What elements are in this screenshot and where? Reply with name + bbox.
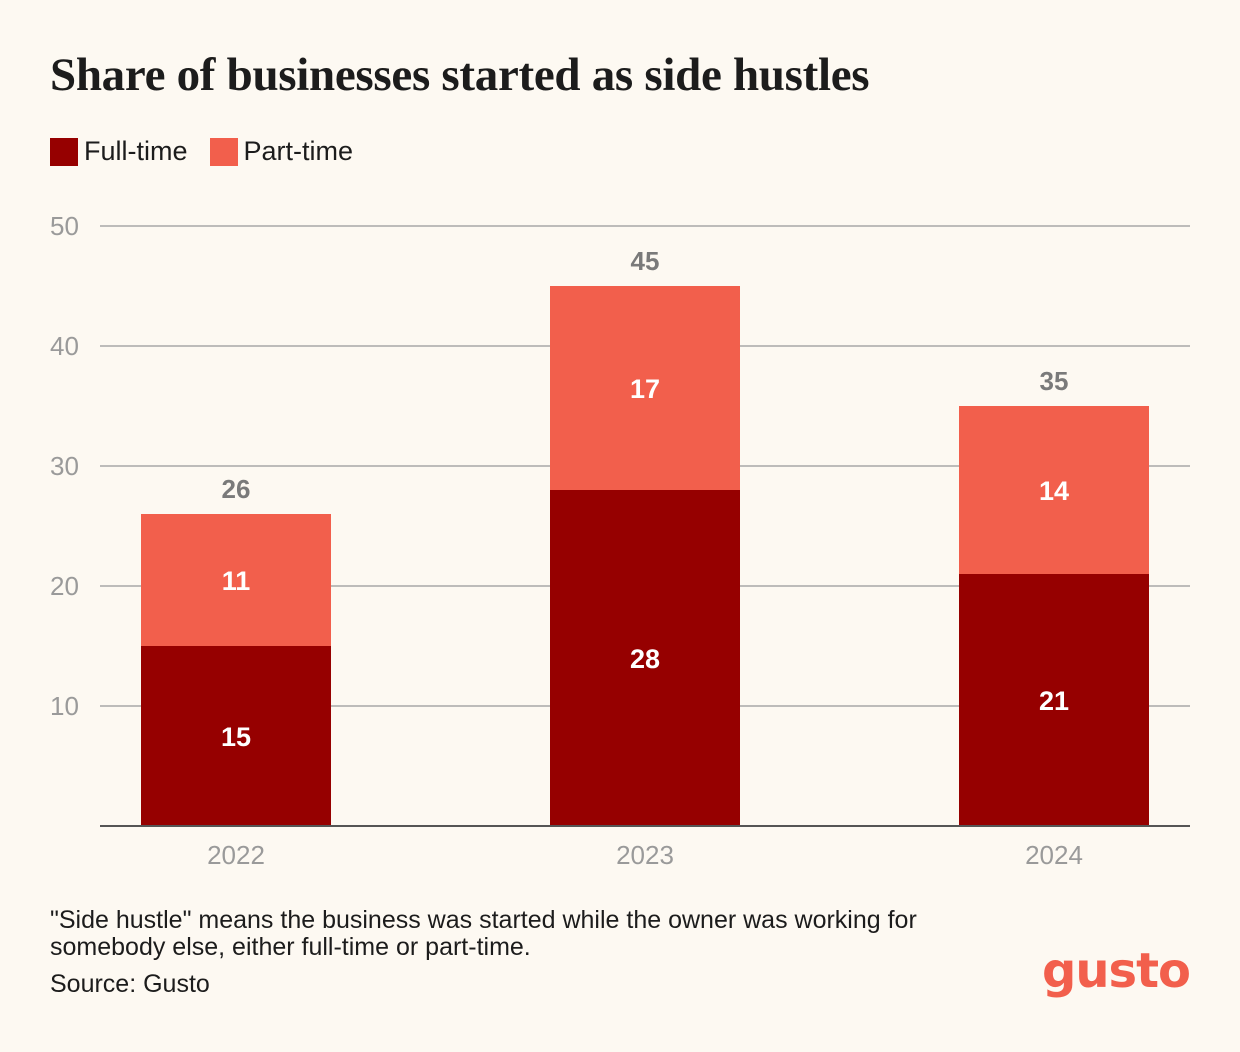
chart-title: Share of businesses started as side hust… [50, 49, 870, 101]
data-label-part-time-2022: 11 [222, 566, 251, 596]
x-tick-label-2023: 2023 [616, 840, 674, 870]
y-tick-label-50: 50 [50, 211, 79, 241]
bar-part-time-2022 [141, 514, 331, 646]
x-tick-label-2022: 2022 [207, 840, 265, 870]
legend-item-part-time: Part-time [209, 136, 354, 167]
legend-item-full-time: Full-time [50, 136, 188, 167]
legend-swatch-part-time [209, 137, 238, 166]
x-tick-label-2024: 2024 [1025, 840, 1083, 870]
y-tick-label-20: 20 [50, 571, 79, 601]
legend-label-full-time: Full-time [84, 136, 188, 166]
bar-full-time-2024 [959, 574, 1149, 826]
y-tick-label-10: 10 [50, 691, 79, 721]
stacked-bar-chart: 10 20 30 40 50 15 11 26 2022 28 17 45 2023 21 14 35 2024 [50, 211, 1190, 870]
bar-full-time-2022 [141, 646, 331, 826]
data-label-part-time-2024: 14 [1039, 476, 1069, 506]
data-label-part-time-2023: 17 [630, 374, 660, 404]
total-label-2024: 35 [1040, 366, 1069, 396]
footnote: "Side hustle" means the business was sta… [50, 906, 917, 961]
legend: Full-time Part-time [50, 136, 375, 167]
y-tick-label-30: 30 [50, 451, 79, 481]
total-label-2022: 26 [222, 474, 251, 504]
total-label-2023: 45 [631, 246, 660, 276]
legend-label-part-time: Part-time [243, 136, 354, 166]
legend-swatch-full-time [50, 137, 78, 166]
data-label-full-time-2022: 15 [221, 722, 251, 752]
bar-part-time-2024 [959, 406, 1149, 574]
gusto-logo: gusto [1041, 943, 1191, 999]
data-label-full-time-2023: 28 [630, 644, 660, 674]
bar-full-time-2023 [550, 490, 740, 826]
source-note: Source: Gusto [50, 970, 210, 998]
data-label-full-time-2024: 21 [1039, 686, 1069, 716]
bar-part-time-2023 [550, 286, 740, 490]
y-tick-label-40: 40 [50, 331, 79, 361]
